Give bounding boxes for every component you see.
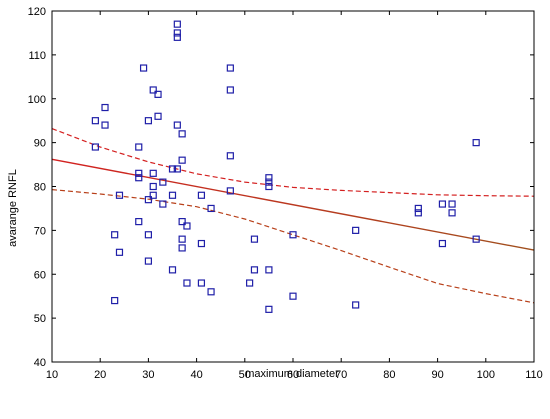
data-point — [168, 165, 177, 173]
data-point — [173, 165, 181, 173]
y-axis-label: avarange RNFL — [7, 169, 19, 247]
data-point — [197, 191, 206, 199]
data-point — [139, 64, 148, 72]
data-point — [265, 174, 273, 182]
data-point — [265, 182, 273, 191]
x-tick-label: 40 — [190, 369, 202, 381]
data-point — [173, 29, 181, 37]
data-point — [149, 169, 157, 177]
data-point — [352, 226, 360, 234]
data-point — [168, 191, 177, 199]
data-point — [414, 209, 422, 217]
data-point — [154, 112, 162, 120]
data-point — [149, 191, 157, 199]
data-point — [207, 288, 215, 296]
data-point — [246, 279, 254, 287]
data-point — [250, 235, 259, 243]
data-point — [438, 239, 447, 248]
y-tick-label: 60 — [34, 269, 46, 281]
data-point — [472, 139, 480, 147]
data-point — [178, 130, 186, 138]
x-tick-label: 50 — [239, 369, 251, 381]
data-point — [289, 231, 297, 239]
data-point — [135, 169, 143, 177]
data-point — [178, 156, 186, 164]
y-tick-label: 70 — [34, 225, 46, 237]
data-point — [448, 209, 456, 217]
data-point — [438, 200, 447, 208]
y-tick-label: 120 — [28, 6, 46, 18]
x-tick-label: 70 — [335, 369, 347, 381]
data-point — [197, 239, 206, 248]
plot-layer — [51, 20, 535, 313]
data-point — [149, 86, 157, 94]
data-point — [173, 121, 181, 129]
data-point — [144, 257, 152, 265]
data-point — [144, 231, 152, 239]
y-tick-label: 40 — [34, 357, 46, 369]
data-point — [226, 64, 234, 72]
data-point — [226, 86, 234, 94]
data-point — [265, 266, 273, 274]
data-point — [250, 266, 259, 274]
data-point — [289, 292, 297, 300]
axis-layer: 10 20 30 40 50 60 70 80 90 100 110 40 50 60 70 80 90 100 1… — [28, 6, 543, 381]
data-point — [178, 235, 186, 243]
x-tick-label: 90 — [431, 369, 443, 381]
data-point — [352, 301, 360, 309]
x-tick-label: 30 — [142, 369, 154, 381]
x-tick-label: 110 — [525, 369, 543, 381]
y-tick-label: 50 — [34, 313, 46, 325]
data-point — [111, 231, 119, 239]
data-point — [226, 187, 234, 195]
data-point — [159, 200, 167, 208]
data-point — [265, 178, 273, 186]
data-point — [448, 200, 456, 208]
data-point — [472, 235, 480, 243]
data-point — [183, 222, 191, 230]
data-point — [111, 296, 119, 305]
data-point — [173, 20, 181, 28]
x-tick-label: 20 — [94, 369, 106, 381]
data-point — [168, 266, 177, 274]
y-tick-label: 110 — [28, 50, 46, 62]
y-tick-label: 80 — [34, 182, 46, 194]
x-tick-label: 10 — [46, 369, 58, 381]
ci-lower-line — [51, 189, 535, 304]
x-tick-label: 60 — [287, 369, 299, 381]
x-tick-label: 100 — [477, 369, 495, 381]
data-point — [178, 218, 186, 226]
data-point — [135, 174, 143, 182]
data-point — [173, 33, 181, 41]
data-point — [149, 182, 157, 191]
data-point — [226, 152, 234, 160]
x-tick-label: 80 — [383, 369, 395, 381]
data-point — [135, 218, 143, 226]
data-point — [159, 178, 167, 186]
data-point — [135, 143, 143, 151]
data-point — [197, 279, 206, 287]
y-tick-label: 100 — [28, 94, 46, 106]
ci-upper-line — [51, 128, 535, 197]
data-point — [183, 279, 191, 287]
data-point — [144, 117, 152, 125]
data-point — [91, 117, 99, 125]
data-point — [115, 248, 124, 256]
data-point — [154, 90, 162, 98]
y-tick-label: 90 — [34, 138, 46, 150]
data-point — [91, 143, 99, 151]
fit-line — [51, 158, 535, 251]
data-point — [414, 204, 422, 213]
data-point — [207, 204, 215, 213]
data-point — [265, 305, 273, 313]
data-point — [178, 244, 186, 252]
data-point — [144, 196, 152, 204]
data-point — [115, 191, 124, 199]
data-point — [101, 103, 109, 112]
x-axis-label: maximum diameter — [245, 368, 339, 380]
data-point — [101, 121, 109, 129]
